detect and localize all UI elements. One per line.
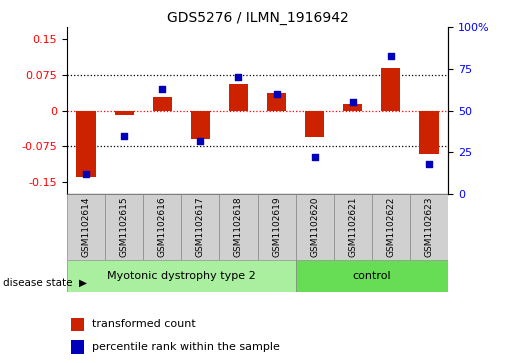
- FancyBboxPatch shape: [143, 194, 181, 260]
- FancyBboxPatch shape: [67, 260, 296, 292]
- Text: GSM1102621: GSM1102621: [348, 197, 357, 257]
- Bar: [305, 111, 324, 137]
- Text: GSM1102614: GSM1102614: [81, 197, 91, 257]
- Text: GSM1102619: GSM1102619: [272, 196, 281, 257]
- Bar: [114, 111, 134, 115]
- Bar: [267, 93, 286, 111]
- Bar: [71, 318, 84, 331]
- Bar: [344, 103, 363, 111]
- Point: [120, 133, 128, 139]
- FancyBboxPatch shape: [296, 194, 334, 260]
- Title: GDS5276 / ILMN_1916942: GDS5276 / ILMN_1916942: [167, 11, 348, 25]
- Point: [349, 99, 357, 105]
- FancyBboxPatch shape: [296, 260, 448, 292]
- Text: Myotonic dystrophy type 2: Myotonic dystrophy type 2: [107, 271, 255, 281]
- Text: GSM1102620: GSM1102620: [310, 197, 319, 257]
- Bar: [71, 340, 84, 354]
- Text: GSM1102615: GSM1102615: [119, 196, 129, 257]
- Text: GSM1102622: GSM1102622: [386, 197, 396, 257]
- Point: [387, 53, 395, 58]
- Point: [234, 74, 243, 80]
- Text: GSM1102616: GSM1102616: [158, 196, 167, 257]
- Text: GSM1102618: GSM1102618: [234, 196, 243, 257]
- Bar: [76, 111, 96, 176]
- FancyBboxPatch shape: [410, 194, 448, 260]
- Point: [272, 91, 281, 97]
- Point: [82, 171, 90, 177]
- FancyBboxPatch shape: [372, 194, 410, 260]
- Bar: [191, 111, 210, 139]
- FancyBboxPatch shape: [258, 194, 296, 260]
- Point: [196, 138, 204, 144]
- FancyBboxPatch shape: [181, 194, 219, 260]
- Text: transformed count: transformed count: [92, 319, 196, 330]
- Bar: [419, 111, 439, 154]
- Text: percentile rank within the sample: percentile rank within the sample: [92, 342, 280, 352]
- FancyBboxPatch shape: [105, 194, 143, 260]
- Point: [311, 155, 319, 160]
- Bar: [153, 97, 172, 111]
- FancyBboxPatch shape: [334, 194, 372, 260]
- Point: [158, 86, 166, 92]
- Bar: [382, 68, 401, 111]
- Bar: [229, 85, 248, 111]
- Point: [425, 161, 433, 167]
- Text: disease state  ▶: disease state ▶: [3, 277, 87, 287]
- Text: GSM1102617: GSM1102617: [196, 196, 205, 257]
- Text: GSM1102623: GSM1102623: [424, 197, 434, 257]
- Text: control: control: [352, 271, 391, 281]
- FancyBboxPatch shape: [67, 194, 105, 260]
- FancyBboxPatch shape: [219, 194, 258, 260]
